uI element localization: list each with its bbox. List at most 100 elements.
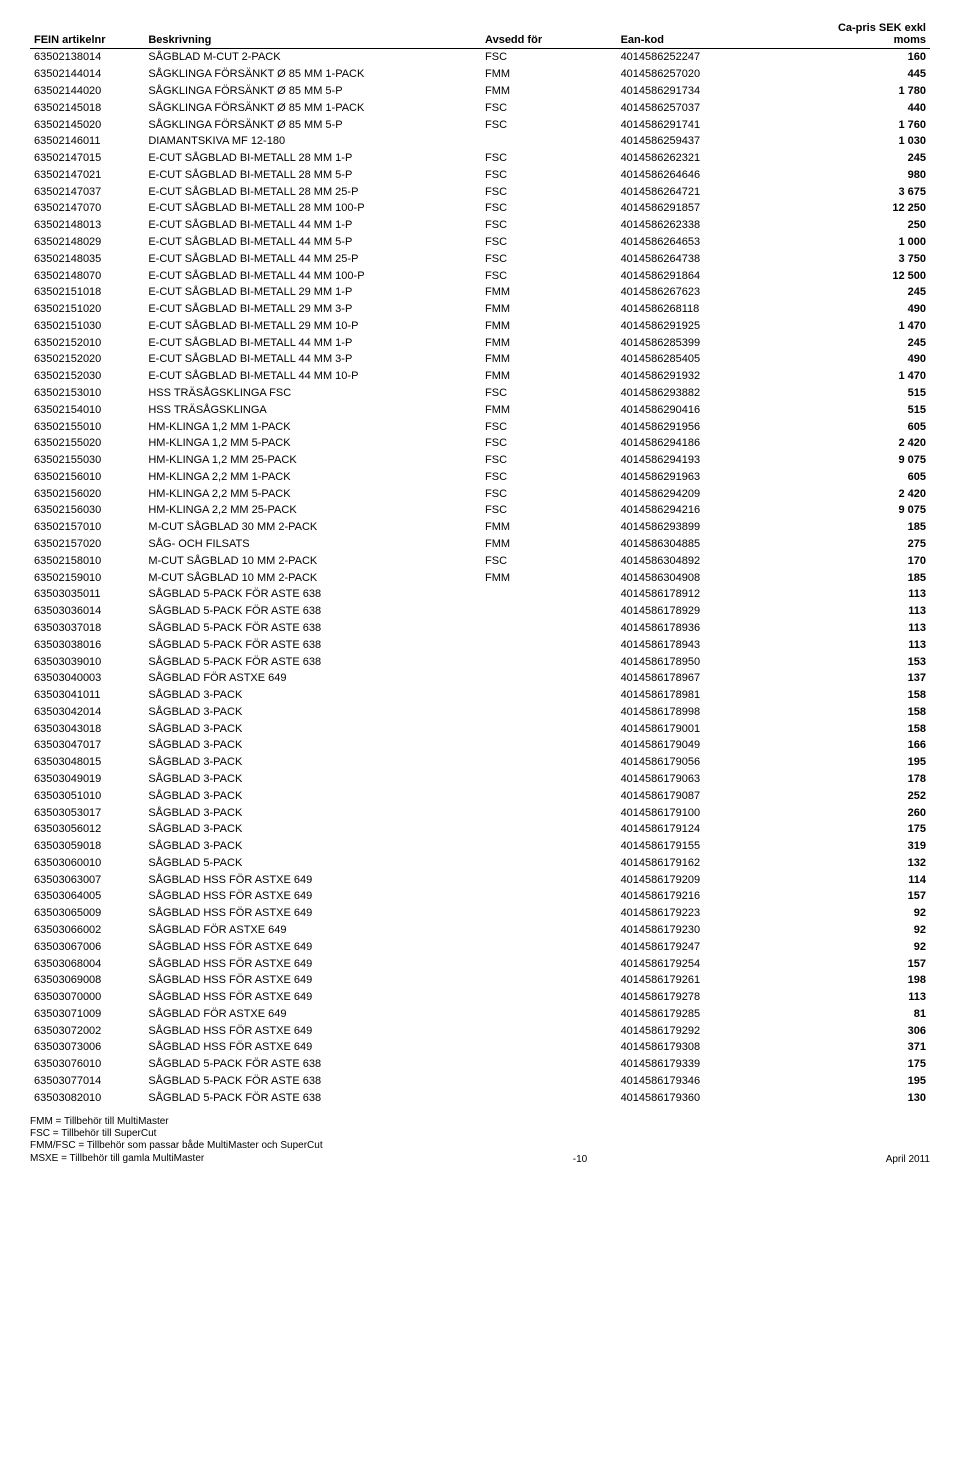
cell-ean: 4014586179162 bbox=[617, 855, 784, 872]
cell-beskrivning: SÅGBLAD 5-PACK FÖR ASTE 638 bbox=[144, 1073, 481, 1090]
cell-avsedd: FMM bbox=[481, 519, 617, 536]
cell-price: 440 bbox=[784, 99, 930, 116]
cell-price: 185 bbox=[784, 519, 930, 536]
cell-price: 1 470 bbox=[784, 368, 930, 385]
cell-beskrivning: SÅGBLAD 5-PACK FÖR ASTE 638 bbox=[144, 636, 481, 653]
cell-avsedd bbox=[481, 754, 617, 771]
cell-beskrivning: SÅGBLAD 5-PACK bbox=[144, 855, 481, 872]
cell-price: 113 bbox=[784, 989, 930, 1006]
cell-artikelnr: 63502151018 bbox=[30, 284, 144, 301]
table-row: 63502151020E-CUT SÅGBLAD BI-METALL 29 MM… bbox=[30, 301, 930, 318]
cell-ean: 4014586304892 bbox=[617, 552, 784, 569]
table-row: 63502159010M-CUT SÅGBLAD 10 MM 2-PACKFMM… bbox=[30, 569, 930, 586]
cell-artikelnr: 63503053017 bbox=[30, 804, 144, 821]
cell-avsedd: FSC bbox=[481, 502, 617, 519]
cell-ean: 4014586179285 bbox=[617, 1006, 784, 1023]
cell-avsedd bbox=[481, 703, 617, 720]
cell-artikelnr: 63502147021 bbox=[30, 166, 144, 183]
table-row: 63502157010M-CUT SÅGBLAD 30 MM 2-PACKFMM… bbox=[30, 519, 930, 536]
cell-price: 113 bbox=[784, 603, 930, 620]
cell-price: 195 bbox=[784, 1073, 930, 1090]
cell-artikelnr: 63503067006 bbox=[30, 938, 144, 955]
cell-price: 12 500 bbox=[784, 267, 930, 284]
cell-avsedd bbox=[481, 636, 617, 653]
cell-beskrivning: SÅGBLAD 3-PACK bbox=[144, 838, 481, 855]
table-row: 63502148029E-CUT SÅGBLAD BI-METALL 44 MM… bbox=[30, 234, 930, 251]
cell-artikelnr: 63503077014 bbox=[30, 1073, 144, 1090]
cell-beskrivning: SÅGBLAD HSS FÖR ASTXE 649 bbox=[144, 989, 481, 1006]
table-row: 63502147021E-CUT SÅGBLAD BI-METALL 28 MM… bbox=[30, 166, 930, 183]
cell-avsedd bbox=[481, 620, 617, 637]
table-row: 63503067006SÅGBLAD HSS FÖR ASTXE 6494014… bbox=[30, 938, 930, 955]
cell-ean: 4014586257037 bbox=[617, 99, 784, 116]
table-row: 63502153010HSS TRÄSÅGSKLINGA FSCFSC40145… bbox=[30, 385, 930, 402]
cell-price: 170 bbox=[784, 552, 930, 569]
cell-artikelnr: 63502138014 bbox=[30, 49, 144, 66]
cell-artikelnr: 63502146011 bbox=[30, 133, 144, 150]
cell-ean: 4014586179063 bbox=[617, 771, 784, 788]
cell-artikelnr: 63502157020 bbox=[30, 536, 144, 553]
cell-avsedd: FSC bbox=[481, 99, 617, 116]
table-row: 63503036014SÅGBLAD 5-PACK FÖR ASTE 63840… bbox=[30, 603, 930, 620]
cell-artikelnr: 63502144020 bbox=[30, 83, 144, 100]
cell-avsedd: FSC bbox=[481, 418, 617, 435]
cell-price: 132 bbox=[784, 855, 930, 872]
cell-artikelnr: 63503035011 bbox=[30, 586, 144, 603]
table-row: 63502138014SÅGBLAD M-CUT 2-PACKFSC401458… bbox=[30, 49, 930, 66]
cell-avsedd: FMM bbox=[481, 284, 617, 301]
footer-note-fmmfsc: FMM/FSC = Tillbehör som passar både Mult… bbox=[30, 1140, 930, 1151]
table-row: 63502147070E-CUT SÅGBLAD BI-METALL 28 MM… bbox=[30, 200, 930, 217]
cell-artikelnr: 63503049019 bbox=[30, 771, 144, 788]
cell-price: 92 bbox=[784, 905, 930, 922]
cell-beskrivning: SÅGBLAD FÖR ASTXE 649 bbox=[144, 670, 481, 687]
table-body: 63502138014SÅGBLAD M-CUT 2-PACKFSC401458… bbox=[30, 49, 930, 1107]
cell-beskrivning: SÅGBLAD HSS FÖR ASTXE 649 bbox=[144, 905, 481, 922]
table-row: 63502146011DIAMANTSKIVA MF 12-1804014586… bbox=[30, 133, 930, 150]
cell-price: 445 bbox=[784, 66, 930, 83]
cell-avsedd: FMM bbox=[481, 334, 617, 351]
cell-artikelnr: 63502147037 bbox=[30, 183, 144, 200]
cell-avsedd bbox=[481, 787, 617, 804]
cell-beskrivning: SÅGBLAD 3-PACK bbox=[144, 804, 481, 821]
header-beskrivning: Beskrivning bbox=[144, 20, 481, 49]
cell-artikelnr: 63502156030 bbox=[30, 502, 144, 519]
cell-ean: 4014586178943 bbox=[617, 636, 784, 653]
cell-ean: 4014586285405 bbox=[617, 351, 784, 368]
cell-beskrivning: DIAMANTSKIVA MF 12-180 bbox=[144, 133, 481, 150]
cell-avsedd: FMM bbox=[481, 83, 617, 100]
cell-beskrivning: SÅGBLAD 3-PACK bbox=[144, 720, 481, 737]
table-row: 63502156010HM-KLINGA 2,2 MM 1-PACKFSC401… bbox=[30, 469, 930, 486]
table-row: 63503076010SÅGBLAD 5-PACK FÖR ASTE 63840… bbox=[30, 1056, 930, 1073]
cell-artikelnr: 63503066002 bbox=[30, 922, 144, 939]
cell-price: 157 bbox=[784, 955, 930, 972]
cell-ean: 4014586304908 bbox=[617, 569, 784, 586]
cell-ean: 4014586179001 bbox=[617, 720, 784, 737]
cell-beskrivning: SÅGBLAD HSS FÖR ASTXE 649 bbox=[144, 888, 481, 905]
cell-avsedd bbox=[481, 1039, 617, 1056]
cell-ean: 4014586252247 bbox=[617, 49, 784, 66]
cell-artikelnr: 63502147015 bbox=[30, 150, 144, 167]
header-price-line1: Ca-pris SEK exkl bbox=[838, 22, 926, 34]
cell-beskrivning: SÅGBLAD FÖR ASTXE 649 bbox=[144, 922, 481, 939]
cell-price: 1 000 bbox=[784, 234, 930, 251]
cell-price: 515 bbox=[784, 385, 930, 402]
header-ean: Ean-kod bbox=[617, 20, 784, 49]
cell-beskrivning: SÅGBLAD FÖR ASTXE 649 bbox=[144, 1006, 481, 1023]
cell-avsedd: FSC bbox=[481, 217, 617, 234]
cell-beskrivning: HSS TRÄSÅGSKLINGA FSC bbox=[144, 385, 481, 402]
cell-avsedd: FMM bbox=[481, 351, 617, 368]
cell-ean: 4014586179209 bbox=[617, 871, 784, 888]
cell-artikelnr: 63502144014 bbox=[30, 66, 144, 83]
cell-avsedd: FMM bbox=[481, 569, 617, 586]
cell-artikelnr: 63502154010 bbox=[30, 401, 144, 418]
table-row: 63502155020HM-KLINGA 1,2 MM 5-PACKFSC401… bbox=[30, 435, 930, 452]
cell-avsedd bbox=[481, 670, 617, 687]
cell-artikelnr: 63502155020 bbox=[30, 435, 144, 452]
cell-beskrivning: HSS TRÄSÅGSKLINGA bbox=[144, 401, 481, 418]
table-row: 63503072002SÅGBLAD HSS FÖR ASTXE 6494014… bbox=[30, 1022, 930, 1039]
cell-artikelnr: 63503038016 bbox=[30, 636, 144, 653]
cell-artikelnr: 63503069008 bbox=[30, 972, 144, 989]
cell-artikelnr: 63503039010 bbox=[30, 653, 144, 670]
cell-ean: 4014586179247 bbox=[617, 938, 784, 955]
table-row: 63502151018E-CUT SÅGBLAD BI-METALL 29 MM… bbox=[30, 284, 930, 301]
